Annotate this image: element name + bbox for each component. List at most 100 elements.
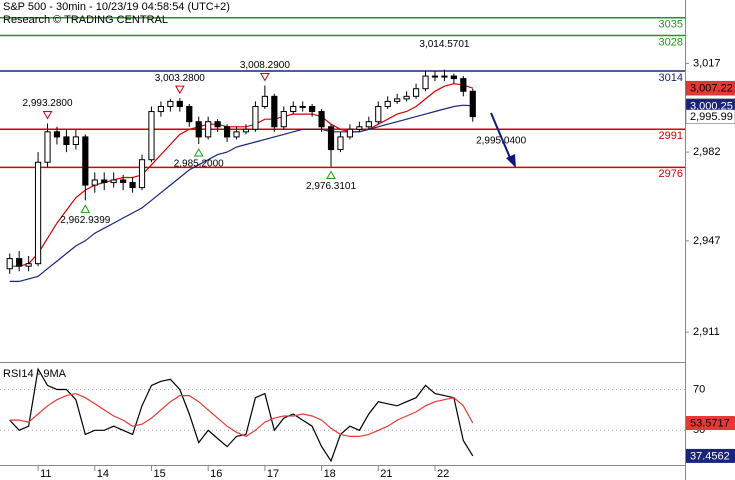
candle-body (25, 263, 32, 267)
level-label: 2991 (659, 130, 683, 142)
chart-subtitle: Research © TRADING CENTRAL (3, 14, 168, 26)
candle-body (356, 126, 363, 130)
candle-body (346, 128, 354, 138)
candle-body (82, 136, 89, 186)
candle-body (403, 95, 410, 100)
candle-body (337, 136, 344, 151)
pivot-high-marker (42, 111, 53, 120)
x-tick-label: 22 (437, 468, 449, 480)
series-line (9, 392, 474, 438)
candle-body (261, 95, 268, 107)
candle-body (242, 128, 250, 133)
annotation-label: 3,014.5701 (419, 39, 469, 50)
annotation-label: 3,003.2800 (155, 73, 205, 84)
x-tick-label: 21 (380, 468, 392, 480)
candle-body (441, 75, 448, 78)
level-label: 3014 (659, 72, 683, 84)
level-label: 2976 (659, 168, 683, 180)
candle-body (138, 159, 146, 189)
x-tick-label: 16 (210, 468, 222, 480)
candle-body (195, 121, 202, 138)
value-tag-label: 37.4562 (690, 450, 730, 462)
candle-body (271, 95, 278, 128)
pivot-low-marker (80, 204, 91, 213)
candle-body (91, 179, 98, 186)
candle-body (63, 136, 70, 146)
candle-body (327, 126, 335, 151)
value-tag-label: 53.5717 (690, 417, 730, 429)
x-tick-label: 17 (267, 468, 279, 480)
candle-body (365, 121, 372, 128)
candle-body (6, 258, 13, 270)
pivot-low-marker (193, 147, 204, 157)
pivot-high-marker (174, 85, 185, 95)
candle-body (422, 75, 429, 90)
candle-body (375, 105, 382, 123)
annotation-label: 2,995.0400 (476, 136, 526, 147)
candle-body (110, 179, 117, 184)
candle-body (223, 126, 231, 138)
candle-body (34, 161, 42, 265)
candle-body (469, 90, 476, 118)
y-tick-label: 2,982 (693, 146, 721, 158)
pivot-high-marker (260, 72, 270, 82)
level-label: 3035 (659, 19, 683, 31)
candle-body (148, 111, 155, 161)
series-line (9, 83, 473, 267)
annotation-label: 2,985.2000 (174, 159, 224, 170)
candle-body (72, 136, 79, 146)
candle-body (53, 131, 61, 138)
candle-body (450, 75, 457, 80)
candle-body (280, 111, 287, 128)
series-line (9, 367, 474, 463)
price-tag-label: 3,007.22 (690, 83, 733, 95)
candle-body (233, 131, 240, 138)
price-tag (685, 80, 735, 96)
y-tick-label: 70 (693, 383, 705, 395)
value-tag (686, 416, 735, 431)
candle-body (394, 98, 401, 102)
candle-body (309, 105, 316, 113)
candle-body (186, 105, 193, 123)
series-line (9, 104, 473, 282)
x-tick-label: 15 (153, 468, 165, 480)
candle-body (290, 105, 297, 113)
indicator-title: RSI14 - 9MA (3, 368, 67, 380)
x-tick-label: 14 (97, 468, 109, 480)
annotation-label: 3,008.2900 (240, 60, 290, 71)
candle-body (167, 100, 174, 107)
forecast-arrowhead (506, 154, 516, 168)
pivot-low-marker (326, 170, 336, 180)
y-tick-label: 3,017 (693, 57, 721, 69)
candle-body (176, 100, 183, 107)
candle-body (460, 78, 467, 92)
annotation-label: 2,976.3101 (306, 181, 356, 192)
candle-body (120, 179, 127, 184)
level-label: 3028 (659, 36, 683, 48)
candle-body (252, 105, 259, 130)
candle-body (384, 100, 391, 107)
y-tick-label: 2,911 (693, 326, 720, 338)
candle-body (101, 179, 108, 184)
price-tag-label: 3,000.25 (690, 100, 733, 112)
y-tick-label: 2,947 (693, 235, 721, 247)
candle-body (16, 258, 23, 267)
chart-title: S&P 500 - 30min - 10/23/19 04:58:54 (UTC… (3, 1, 230, 13)
candle-body (44, 131, 51, 163)
annotation-label: 2,962.9399 (60, 215, 110, 226)
candle-body (157, 105, 165, 113)
candle-body (129, 182, 136, 189)
forecast-arrow (490, 112, 512, 161)
x-tick-label: 18 (324, 468, 336, 480)
candle-body (318, 111, 325, 128)
x-tick-label: 11 (40, 468, 51, 480)
candle-body (299, 105, 306, 108)
annotation-label: 2,993.2800 (22, 98, 72, 109)
candle-body (431, 75, 439, 78)
value-tag (686, 448, 735, 463)
candle-body (205, 121, 212, 138)
candle-body (214, 121, 221, 128)
price-tag-label: 2,995.99 (690, 111, 733, 123)
